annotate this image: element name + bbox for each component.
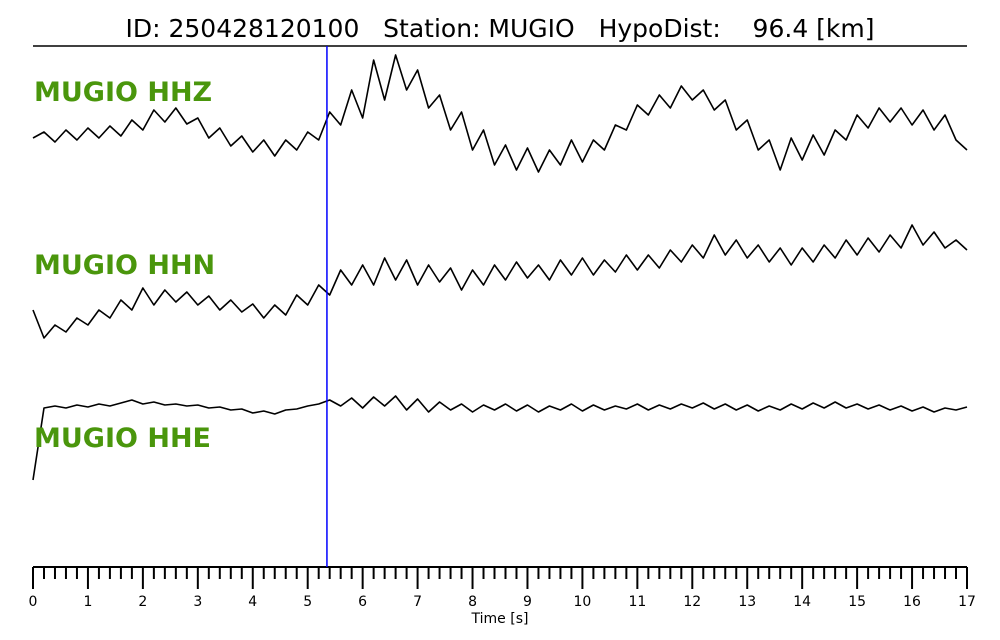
trace-line <box>32 395 968 481</box>
x-tick-label: 15 <box>848 594 866 610</box>
x-tick-label: 2 <box>138 594 147 610</box>
x-tick-label: 5 <box>303 594 312 610</box>
x-tick-label: 8 <box>468 594 477 610</box>
x-tick-label: 13 <box>738 594 756 610</box>
x-tick-label: 7 <box>413 594 422 610</box>
x-tick-label: 16 <box>903 594 921 610</box>
x-tick-label: 12 <box>683 594 701 610</box>
x-axis-label: Time [s] <box>471 611 529 627</box>
x-tick-label: 6 <box>358 594 367 610</box>
x-tick-label: 17 <box>958 594 976 610</box>
x-tick-label: 14 <box>793 594 811 610</box>
trace-label: MUGIO HHN <box>34 250 215 281</box>
x-tick-label: 3 <box>193 594 202 610</box>
x-tick-label: 1 <box>83 594 92 610</box>
x-tick-label: 4 <box>248 594 257 610</box>
trace-label: MUGIO HHE <box>34 423 211 454</box>
x-tick-label: 9 <box>523 594 532 610</box>
trace-label: MUGIO HHZ <box>34 77 212 108</box>
x-tick-label: 10 <box>573 594 591 610</box>
trace-line <box>32 54 968 173</box>
trace-line <box>32 224 968 339</box>
x-tick-label: 11 <box>628 594 646 610</box>
chart-title: ID: 250428120100 Station: MUGIO HypoDist… <box>125 14 874 43</box>
x-tick-label: 0 <box>29 594 38 610</box>
